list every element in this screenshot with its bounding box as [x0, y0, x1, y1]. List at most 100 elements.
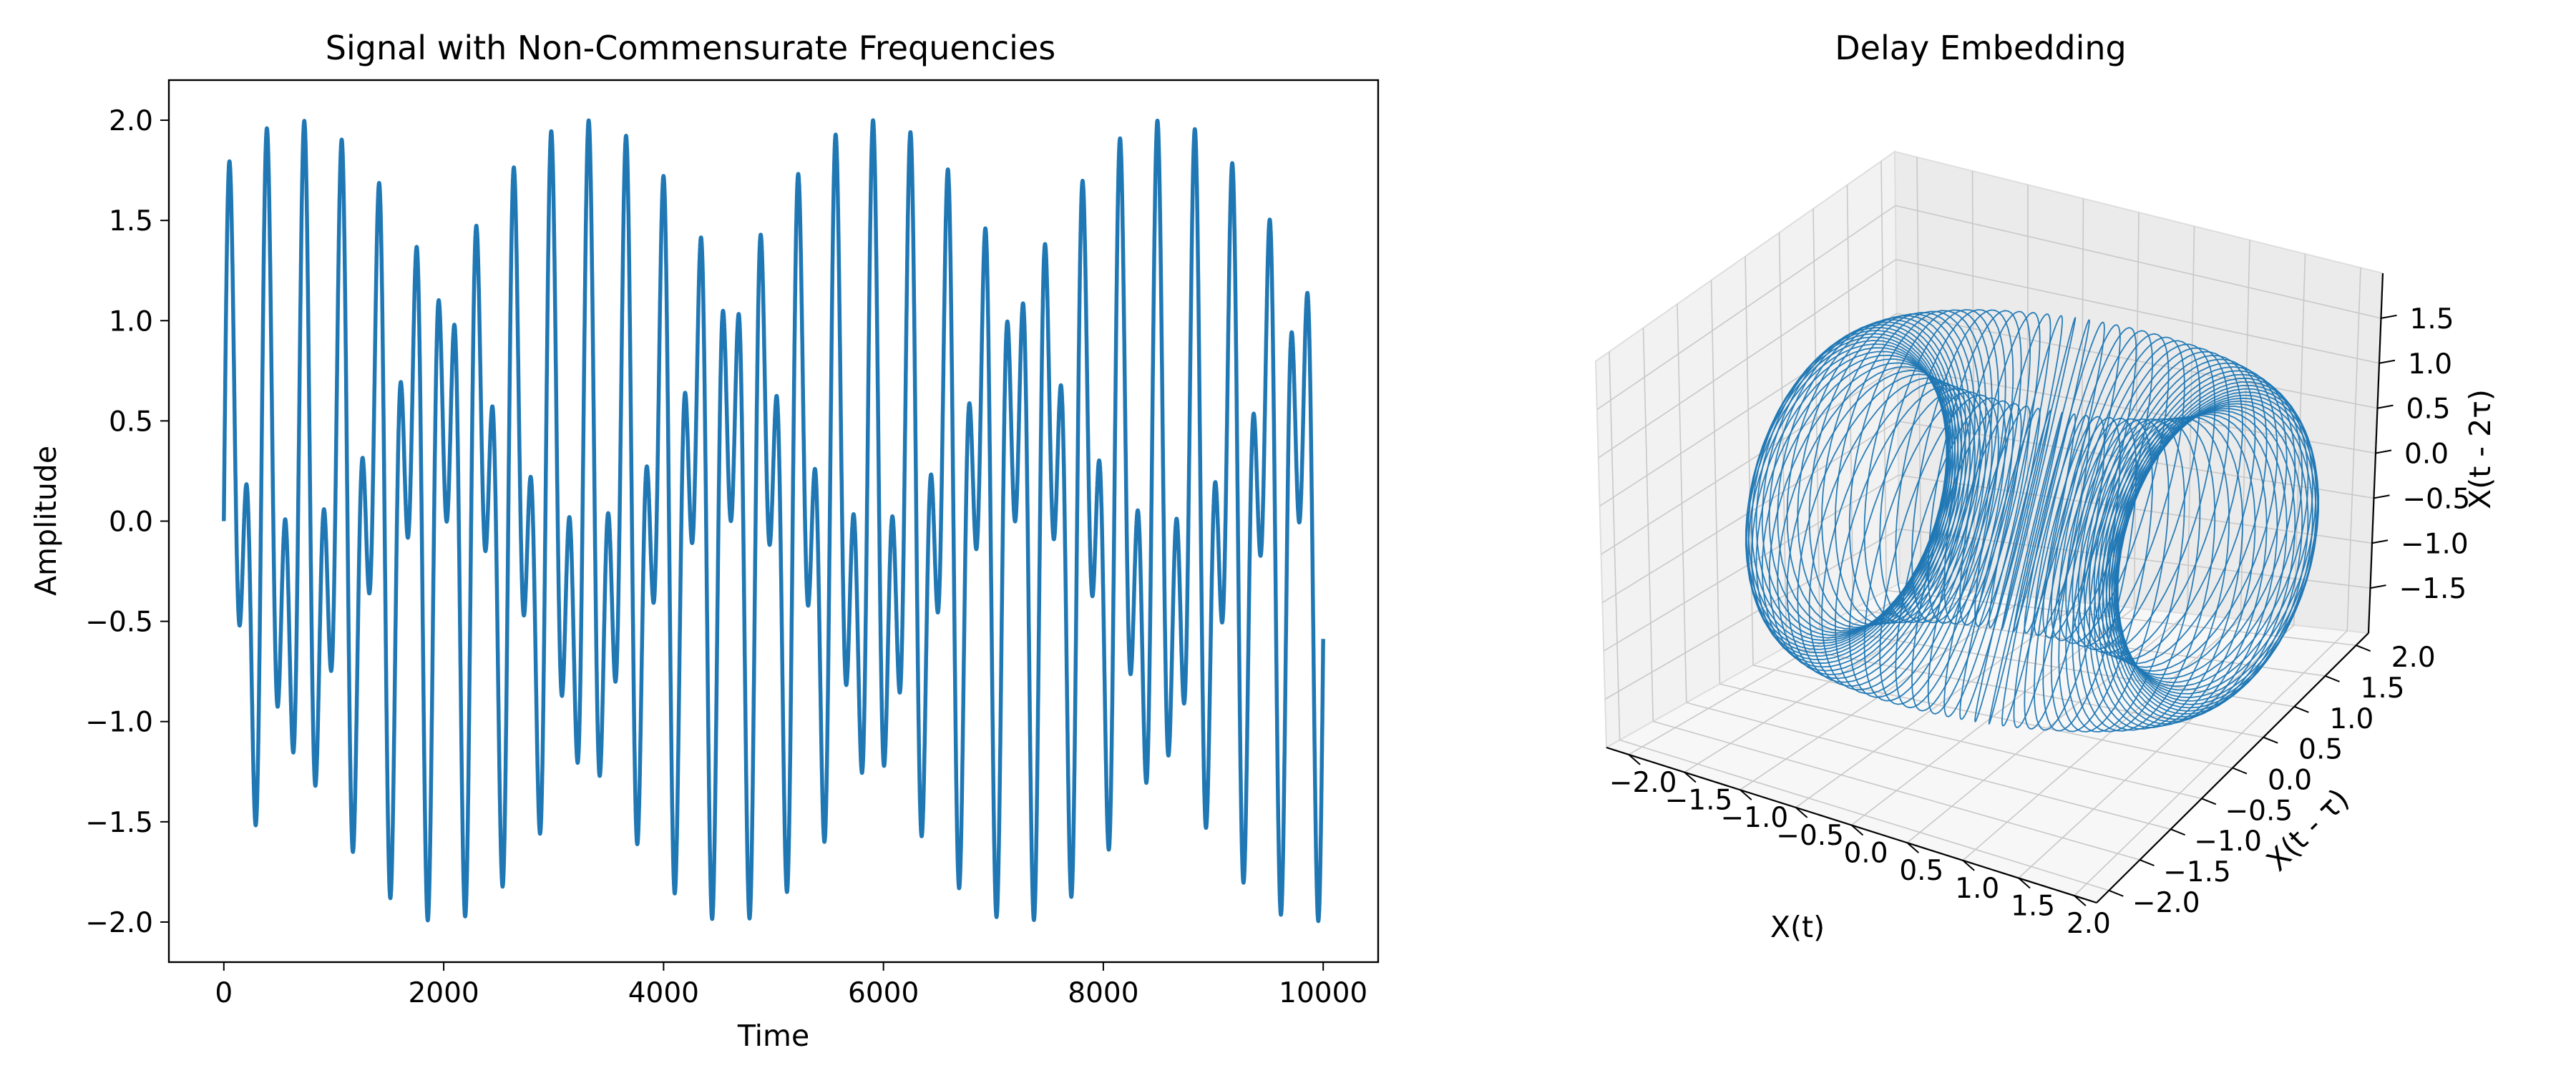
- embedding-y-tick-mark: [2108, 889, 2124, 897]
- embedding-grid-line: [1820, 627, 2295, 707]
- embedding-y-tick-label: 1.0: [2329, 703, 2373, 735]
- embedding-x-tick-mark: [1850, 824, 1864, 836]
- embedding-curve-loop: [2072, 418, 2201, 733]
- embedding-curve-loop: [2105, 410, 2288, 722]
- embedding-z-tick-mark: [2371, 539, 2389, 544]
- embedding-grid-line: [1601, 366, 1898, 555]
- embedding-curve-loop: [1777, 319, 1959, 632]
- embedding-z-tick-mark: [2379, 359, 2396, 364]
- embedding-x-tick-label: 1.5: [2011, 890, 2055, 922]
- embedding-y-tick-label: −1.0: [2194, 825, 2262, 858]
- embedding-grid-line: [1598, 259, 1897, 459]
- signal-x-tick-label: 8000: [1068, 977, 1138, 1009]
- embedding-z-tick-mark: [2370, 584, 2386, 589]
- signal-x-tick-label: 2000: [408, 977, 479, 1009]
- signal-x-tick-label: 0: [215, 977, 233, 1009]
- embedding-curve-loop: [2024, 321, 2105, 634]
- delay-embedding-plot: Delay Embedding −2.0−1.5−1.0−0.50.00.51.…: [1594, 29, 2497, 944]
- embedding-y-tick-label: −2.0: [2132, 887, 2200, 919]
- embedding-curve-loop: [2108, 408, 2296, 720]
- embedding-z-tick-label: −1.5: [2399, 573, 2467, 605]
- embedding-grid-line: [1604, 528, 1900, 700]
- embedding-grid-line: [1653, 720, 2140, 861]
- embedding-z-tick-mark: [2373, 494, 2390, 499]
- embedding-curve-loop: [1848, 310, 1987, 624]
- embedding-curve-loop: [1988, 315, 2064, 628]
- embedding-grid-line: [2240, 240, 2250, 619]
- embedding-curve-loop: [1834, 310, 1981, 624]
- signal-y-tick-label: −2.0: [85, 907, 153, 939]
- embedding-curve-loop: [1863, 309, 1993, 624]
- signal-y-tick-label: −1.5: [85, 807, 153, 839]
- embedding-curve-loop: [2102, 411, 2278, 725]
- signal-x-tick-label: 6000: [848, 977, 919, 1009]
- embedding-y-tick-mark: [2140, 859, 2155, 866]
- embedding-z-tick-label: 0.0: [2404, 438, 2449, 471]
- signal-y-tick-label: −1.0: [85, 707, 153, 739]
- embedding-x-tick-label: 0.5: [1899, 855, 1943, 887]
- embedding-y-tick-mark: [2356, 645, 2371, 652]
- embedding-y-tick-label: −1.5: [2163, 856, 2231, 888]
- signal-x-axis-label: Time: [737, 1019, 809, 1053]
- embedding-x-tick-mark: [1795, 807, 1808, 818]
- embedding-grid-line: [1886, 589, 2356, 646]
- embedding-y-tick-label: −0.5: [2225, 795, 2293, 827]
- embedding-curve-loop: [1761, 324, 1953, 637]
- embedding-curve-loop: [1786, 317, 1963, 630]
- embedding-x-tick-mark: [1628, 754, 1641, 765]
- embedding-z-ticks: −1.5 −1.0 −0.5 0.0 0.5 1.0 1.5: [2370, 303, 2470, 605]
- embedding-x-tick-mark: [1684, 771, 1697, 783]
- embedding-curve-loop: [2042, 417, 2137, 732]
- embedding-x-tick-mark: [1962, 860, 1975, 871]
- embedding-y-tick-mark: [2325, 675, 2340, 682]
- embedding-y-tick-label: 2.0: [2391, 642, 2436, 674]
- embedding-curve-loop: [2024, 416, 2105, 730]
- embedding-curve-loop: [2001, 317, 2077, 630]
- embedding-z-axis-label: X(t - 2τ): [2463, 389, 2497, 509]
- embedding-curve-loop: [1821, 312, 1976, 626]
- embedding-z-tick-label: 1.5: [2410, 303, 2454, 335]
- embedding-curve-loop: [1974, 313, 2051, 627]
- embedding-z-tick-label: 0.5: [2406, 393, 2451, 426]
- embedding-title: Delay Embedding: [1835, 29, 2126, 67]
- embedding-curve-loop: [2001, 413, 2077, 727]
- embedding-x-tick-label: −1.5: [1665, 785, 1733, 817]
- embedding-curve-loop: [2058, 333, 2170, 645]
- embedding-grid-line: [1596, 205, 1896, 411]
- embedding-x-tick-mark: [1740, 789, 1752, 800]
- embedding-curve-loop: [1797, 315, 1967, 628]
- embedding-grid-line: [1752, 665, 2233, 769]
- embedding-curve-loop: [2077, 418, 2216, 732]
- signal-y-ticks: −2.0 −1.5 −1.0 −0.5 0.0 0.5 1.0 1.5 2.0: [85, 105, 169, 939]
- signal-x-ticks: 0 2000 4000 6000 8000 10000: [215, 962, 1367, 1009]
- embedding-x-tick-label: 1.0: [1955, 873, 1999, 905]
- embedding-x-tick-label: −0.5: [1776, 820, 1844, 852]
- embedding-x-tick-mark: [2074, 895, 2087, 906]
- signal-y-tick-label: 2.0: [109, 105, 153, 137]
- embedding-grid-line: [1599, 313, 1898, 507]
- embedding-grid-line: [1719, 683, 2202, 800]
- embedding-curve-loop: [1808, 313, 1971, 627]
- embedding-curve-loop: [2089, 416, 2243, 730]
- embedding-x-tick-mark: [2018, 877, 2031, 889]
- embedding-y-tick-label: 0.0: [2268, 765, 2312, 797]
- embedding-curve-loop: [2050, 330, 2153, 642]
- embedding-curve-loop: [2093, 415, 2256, 728]
- embedding-x-tick-label: 0.0: [1843, 838, 1888, 870]
- embedding-curve-loop: [2065, 418, 2185, 733]
- embedding-curve-loop: [1974, 409, 2051, 722]
- embedding-x-tick-mark: [1906, 842, 1919, 853]
- embedding-z-tick-mark: [2377, 404, 2394, 409]
- signal-y-tick-label: −0.5: [85, 607, 153, 639]
- embedding-curve-loop: [1911, 309, 2014, 624]
- embedding-curve-loop: [1959, 312, 2041, 626]
- embedding-y-tick-label: 1.5: [2361, 672, 2405, 705]
- embedding-x-tick-label: −2.0: [1609, 767, 1677, 799]
- embedding-z-tick-label: 1.0: [2408, 348, 2452, 381]
- embedding-curve-loop: [2050, 418, 2153, 733]
- embedding-y-tick-mark: [2170, 828, 2186, 836]
- embedding-grid-line: [1971, 171, 1976, 592]
- embedding-y-tick-mark: [2263, 736, 2278, 744]
- embedding-x-ticks: −2.0−1.5−1.0−0.50.0 0.5 1.0 1.5 2.0: [1609, 754, 2111, 940]
